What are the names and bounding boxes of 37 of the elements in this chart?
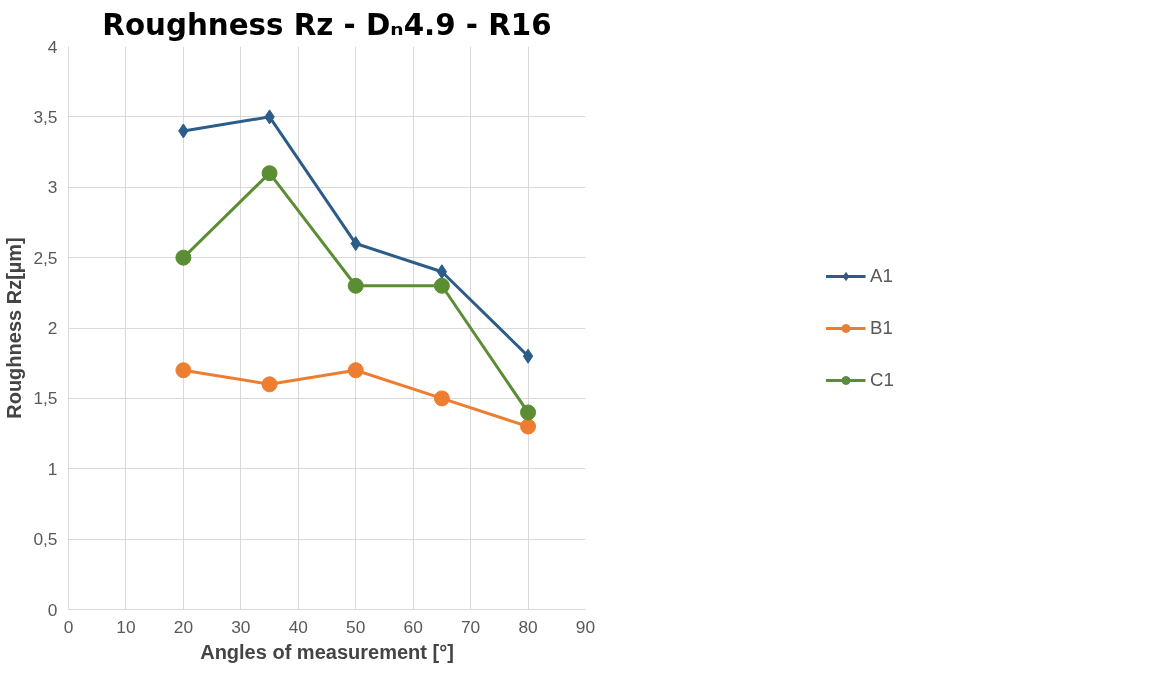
legend-label: B1 — [870, 316, 894, 339]
point — [520, 418, 537, 435]
y-tick-label: 3,5 — [33, 106, 58, 127]
y-tick-label: 2,5 — [33, 247, 58, 268]
point — [520, 404, 537, 421]
point — [347, 362, 364, 379]
x-tick-label: 50 — [346, 616, 366, 637]
x-tick-label: 60 — [403, 616, 423, 637]
point — [436, 264, 448, 280]
y-tick-label: 0,5 — [33, 529, 58, 550]
y-tick-label: 2 — [47, 318, 58, 338]
legend-label: C1 — [870, 368, 895, 391]
x-tick-label: 70 — [460, 616, 481, 637]
point — [347, 277, 364, 294]
y-tick-label: 4 — [47, 36, 58, 57]
x-tick-label: 0 — [63, 616, 74, 637]
y-tick-label: 1 — [47, 458, 58, 479]
point — [261, 165, 278, 182]
point — [522, 348, 534, 364]
x-tick-label: 30 — [231, 616, 251, 637]
point — [433, 390, 450, 407]
y-axis-title: Roughness Rz[µm] — [3, 237, 26, 419]
y-tick-label: 0 — [47, 599, 58, 620]
x-tick-label: 40 — [288, 616, 308, 637]
point — [433, 277, 450, 294]
legend-label: A1 — [870, 264, 894, 287]
y-tick-label: 1,5 — [33, 388, 58, 409]
x-tick-label: 10 — [116, 616, 136, 637]
point — [175, 362, 192, 379]
chart-title: Roughness Rz - Dₙ4.9 - R16 — [102, 7, 552, 42]
x-tick-label: 90 — [575, 616, 596, 637]
x-tick-label: 80 — [518, 616, 538, 637]
y-tick-label: 3 — [47, 177, 58, 198]
x-tick-label: 20 — [173, 616, 194, 637]
x-axis-title: Angles of measurement [°] — [200, 640, 454, 663]
point — [261, 376, 278, 393]
point — [175, 249, 192, 266]
